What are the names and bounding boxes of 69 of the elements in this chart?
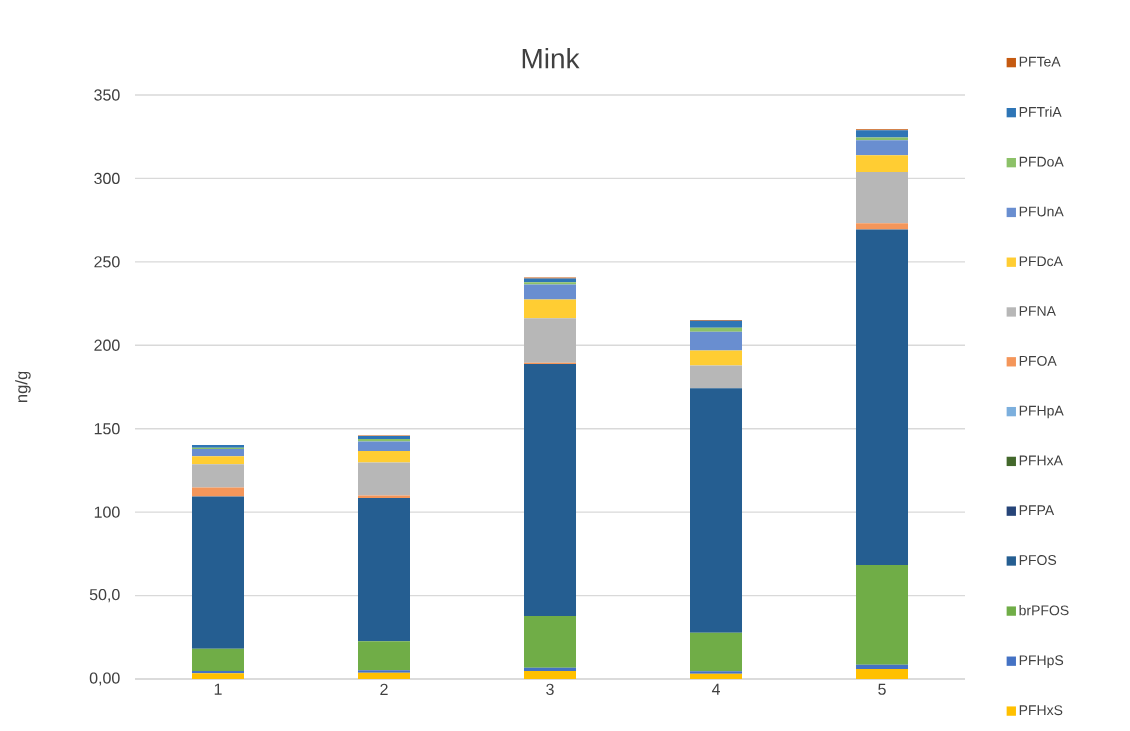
legend-label: PFHpS — [1019, 655, 1064, 668]
legend-label: brPFOS — [1019, 605, 1069, 616]
bar — [524, 667, 577, 671]
bar — [192, 648, 244, 671]
bar — [524, 363, 577, 616]
x-tick-label: 2 — [380, 683, 388, 695]
bar — [358, 441, 410, 451]
bar — [192, 487, 244, 497]
bar — [856, 155, 909, 172]
bar — [690, 388, 743, 633]
bar — [524, 299, 577, 319]
bar — [192, 456, 244, 465]
bar — [524, 318, 577, 363]
y-tick-label: 200 — [94, 339, 120, 351]
legend-label: PFDcA — [1019, 256, 1063, 267]
bar — [856, 664, 909, 669]
bar — [856, 565, 909, 665]
legend-label: PFHxA — [1019, 455, 1063, 466]
bar — [856, 130, 909, 138]
bar — [690, 320, 743, 328]
chart-title: Mink — [522, 48, 580, 69]
bar — [192, 496, 244, 649]
bar — [358, 672, 410, 679]
bar — [358, 641, 410, 671]
legend-label: PFPA — [1019, 505, 1055, 515]
bar — [690, 365, 743, 389]
legend-label: PFHpA — [1019, 405, 1064, 419]
y-tick-label: 150 — [94, 423, 120, 435]
bar — [524, 670, 577, 679]
bar — [690, 331, 743, 351]
y-tick-label: 100 — [94, 506, 120, 518]
bar — [524, 282, 577, 285]
x-tick-label: 4 — [711, 683, 720, 695]
legend-label: PFTeA — [1019, 56, 1061, 67]
bar — [524, 284, 577, 300]
legend-label: PFOA — [1019, 355, 1057, 366]
bar — [358, 450, 410, 463]
legend-label: PFNA — [1019, 306, 1056, 316]
x-tick-label: 5 — [878, 683, 886, 695]
y-tick-label: 250 — [94, 256, 120, 268]
bar — [192, 673, 244, 679]
bar — [856, 140, 909, 156]
bar — [856, 223, 909, 230]
bar — [690, 671, 743, 674]
y-tick-label: 350 — [94, 89, 120, 101]
x-tick-label: 1 — [214, 683, 222, 695]
bar — [524, 615, 577, 668]
bar — [690, 673, 743, 679]
bar — [192, 448, 244, 457]
bar — [690, 350, 743, 366]
bar — [690, 632, 743, 672]
y-axis-title: ng/g — [15, 371, 31, 403]
legend-label: PFHxS — [1019, 705, 1063, 716]
bar — [856, 171, 909, 224]
y-tick-label: 50,0 — [89, 588, 120, 603]
legend-label: PFDoA — [1019, 156, 1064, 167]
bar — [358, 497, 410, 642]
bar — [690, 327, 743, 332]
bar — [358, 462, 410, 496]
y-tick-label: 0,00 — [89, 672, 120, 686]
legend-label: PFTriA — [1019, 106, 1062, 117]
y-tick-label: 300 — [94, 172, 120, 185]
legend-label: PFOS — [1019, 555, 1057, 566]
bar — [358, 670, 410, 673]
x-tick-label: 3 — [546, 683, 554, 696]
legend-label: PFUnA — [1019, 206, 1064, 217]
bar — [856, 668, 909, 679]
bar — [192, 464, 244, 488]
bar — [856, 229, 909, 566]
